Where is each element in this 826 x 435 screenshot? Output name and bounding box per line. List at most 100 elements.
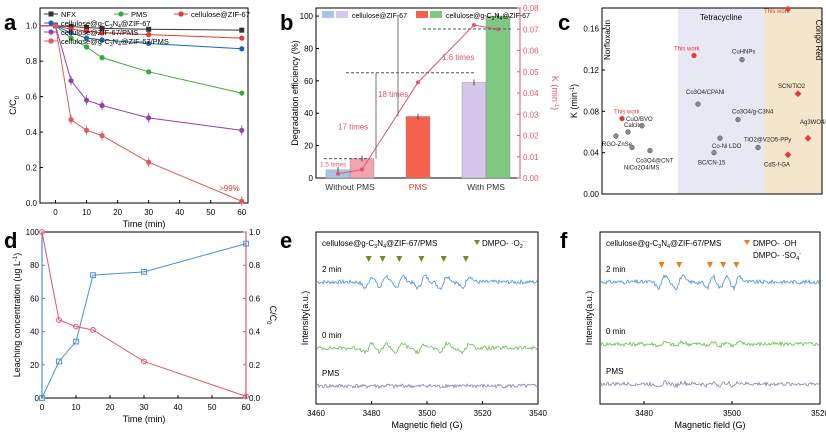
y-axis-label-main: C/C (8, 99, 18, 115)
y-axis-label: Degradation efficiency (%) (290, 40, 300, 145)
y2-tick-label: 0.2 (249, 361, 261, 370)
x-tick-label: 0 (40, 403, 45, 412)
y2-tick-label: 0.6 (249, 294, 261, 303)
x-axis-label: Time (min) (123, 219, 166, 229)
scatter-point (639, 123, 645, 129)
trace-label-1: 0 min (322, 331, 342, 340)
peak-marker (440, 256, 447, 262)
trace-label-0: 2 min (322, 265, 342, 274)
panel-label-e: e (280, 228, 292, 253)
y-tick-label: 0.4 (26, 128, 38, 137)
data-point (39, 229, 45, 235)
legend-label-2: cellulose@ZIF-67 (191, 10, 250, 19)
panel-label-d: d (4, 228, 17, 253)
y-tick-label: 0 (35, 394, 40, 403)
region-bg-norfloxacin (602, 8, 678, 194)
legend-marker (474, 240, 480, 245)
annotation-3: 18 times (378, 90, 408, 99)
legend-text: N (494, 13, 499, 20)
data-point (239, 27, 245, 33)
panel-f-chart: 3480 3500 3520 Magnetic field (G) Intensity(… (584, 231, 826, 430)
data-point (39, 395, 45, 401)
scatter-point (735, 116, 741, 123)
epr-legend-sub: 2 (520, 244, 523, 250)
panel-b-chart: 0 20 40 60 80 100 0.00 0.01 0.02 0.03 0.04 0.05 0.06… (290, 4, 560, 192)
scatter-point (625, 129, 631, 135)
data-point (68, 30, 74, 36)
data-point (56, 317, 62, 323)
legend-sub: 4 (118, 24, 121, 30)
epr-title: cellulose@g-C3N4@ZIF-67/PMS (322, 239, 437, 250)
legend-sub: 3 (110, 24, 113, 30)
y-tick-label: 0.0 (26, 199, 38, 208)
epr-title-text: N (661, 239, 667, 248)
x-tick-label: 50 (208, 403, 217, 412)
annotation-4: 1.6 times (442, 53, 474, 62)
y-tick-label: 0.00 (583, 190, 599, 199)
y2-tick-label: 0.08 (523, 4, 539, 13)
y-axis-label-main: K (min (569, 92, 579, 118)
region-label-0: Norfloxacin (603, 20, 612, 60)
scatter-point (629, 144, 635, 151)
y-tick-label: 0.04 (583, 149, 599, 158)
series-line-0 (41, 243, 247, 399)
data-point (239, 90, 245, 96)
bar-3 (461, 82, 487, 179)
epr-legend-0: DMPO- ·OH (753, 239, 797, 248)
x-tick-label: 3540 (529, 409, 547, 418)
y-tick-label: 0.16 (583, 25, 599, 34)
peak-marker (733, 262, 740, 268)
epr-legend-sub: 4 (796, 256, 799, 262)
panel-f-frame (599, 231, 821, 405)
data-point (83, 28, 90, 34)
annotation-2: 17 times (338, 122, 368, 131)
data-point (99, 37, 105, 43)
epr-legend: DMPO- ·O2- (482, 239, 525, 250)
x-tick-label: 40 (174, 403, 183, 412)
legend-label-0: cellulose@ZIF-67 (352, 13, 407, 20)
y-tick-label: 40 (30, 328, 39, 337)
scatter-point (794, 90, 802, 98)
epr-title-sub: 3 (374, 244, 377, 250)
x-tick-label: 10 (82, 208, 91, 217)
panel-e-chart: 3460 3480 3500 3520 3540 Magnetic field (G) In… (300, 231, 547, 430)
data-point (99, 55, 105, 61)
legend-text: NFX (61, 10, 76, 19)
y2-tick-label: 0.8 (249, 261, 261, 270)
scatter-point (613, 133, 619, 139)
y-axis-label: Intensity(a.u.) (584, 291, 594, 346)
region-bg-congo (764, 8, 822, 194)
k-point (416, 80, 420, 85)
data-point (56, 358, 62, 365)
epr-title-text: cellulose@g-C (606, 239, 658, 248)
epr-title-sub: 4 (667, 244, 670, 250)
legend-text: N (113, 19, 118, 28)
x-axis-label: Time (min) (123, 414, 166, 424)
y2-tick-label: 0.4 (249, 328, 261, 337)
legend-text: cellulose@ZIF-67 (191, 10, 250, 19)
data-point (141, 268, 147, 275)
x-tick-label: 3520 (474, 409, 492, 418)
scatter-point (711, 150, 717, 156)
y2-tick-label: 0.01 (523, 153, 539, 162)
k-point (336, 171, 340, 176)
y-tick-label: 0.8 (26, 57, 38, 66)
y2-axis-label-tail: ) (550, 107, 560, 110)
epr-title: cellulose@g-C3N4@ZIF-67/PMS (606, 239, 721, 250)
legend-sub: 4 (499, 16, 502, 22)
x-axis-label: Magnetic field (G) (674, 420, 745, 430)
epr-legend-1: DMPO- ·SO4- (753, 251, 801, 262)
point-label: TiO2@V2O5-PPy (744, 138, 791, 144)
epr-trace-2 (600, 380, 820, 389)
legend-swatch-marker (178, 11, 184, 17)
data-point (68, 24, 74, 30)
y-axis-label: C/C0 (8, 95, 21, 115)
k-point (360, 167, 364, 172)
epr-title-sub: 3 (658, 244, 661, 250)
panel-e-frame (315, 231, 539, 405)
scatter-point (717, 135, 723, 141)
peak-marker (365, 256, 372, 262)
legend-marker (744, 240, 750, 245)
panel-d-chart: 0 10 20 30 40 50 60 0 20 40 60 80 100 0.0 0.2 0.4 0.6 0.8… (12, 228, 278, 424)
epr-legend-sup: - (523, 239, 525, 245)
